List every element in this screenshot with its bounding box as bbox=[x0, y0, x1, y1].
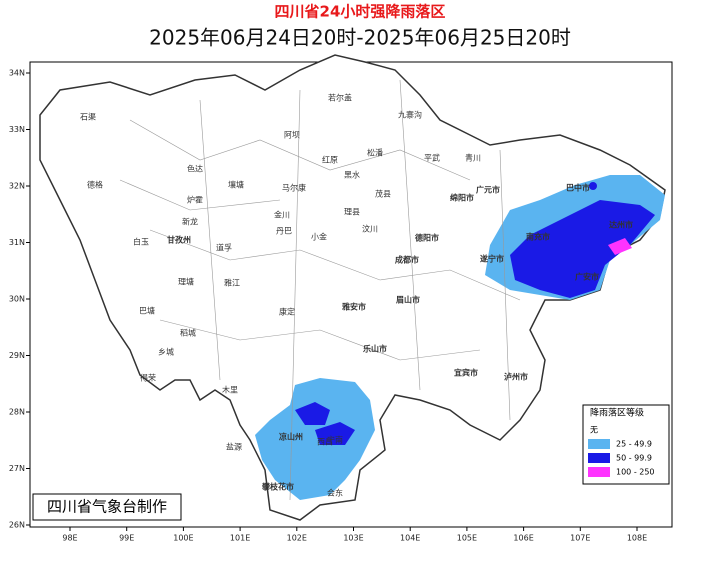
place-label: 青川 bbox=[465, 153, 481, 163]
lat-label: 31N bbox=[9, 238, 25, 247]
legend-title: 降雨落区等级 bbox=[590, 407, 644, 419]
lat-label: 26N bbox=[9, 521, 25, 530]
rain-area bbox=[608, 238, 632, 255]
subtitle: 2025年06月24日20时-2025年06月25日20时 bbox=[149, 26, 571, 50]
place-label: 凉山州 bbox=[279, 432, 303, 442]
lat-label: 32N bbox=[9, 182, 25, 191]
legend-swatch bbox=[588, 453, 610, 463]
place-label: 广安市 bbox=[575, 272, 599, 282]
place-label: 红原 bbox=[322, 155, 338, 165]
map bbox=[39, 54, 666, 521]
legend-label: 无 bbox=[590, 426, 598, 435]
lon-label: 99E bbox=[119, 534, 134, 543]
place-label: 理塘 bbox=[178, 277, 194, 287]
lat-label: 30N bbox=[9, 295, 25, 304]
place-label: 松潘 bbox=[367, 148, 383, 158]
place-label: 成都市 bbox=[395, 255, 419, 265]
rain-area bbox=[510, 200, 655, 298]
place-label: 木里 bbox=[222, 385, 238, 395]
lat-label: 29N bbox=[9, 351, 25, 360]
place-label: 德格 bbox=[87, 180, 103, 190]
province bbox=[39, 54, 666, 521]
rain-area bbox=[255, 378, 375, 500]
place-label: 色达 bbox=[187, 164, 203, 174]
legend-label: 50 - 99.9 bbox=[616, 454, 652, 463]
place-label: 阿坝 bbox=[284, 131, 300, 140]
lon-label: 105E bbox=[457, 534, 477, 543]
lat-label: 27N bbox=[9, 464, 25, 473]
county-borders bbox=[119, 79, 521, 501]
place-label: 西昌 bbox=[317, 438, 333, 447]
place-label: 绵阳市 bbox=[449, 193, 474, 203]
place-label: 黑水 bbox=[344, 170, 360, 180]
place-label: 理县 bbox=[344, 208, 360, 217]
place-label: 广元市 bbox=[476, 185, 500, 195]
place-label: 新龙 bbox=[182, 217, 198, 227]
place-label: 康定 bbox=[279, 307, 295, 317]
place-label: 乡城 bbox=[158, 348, 174, 357]
lon-label: 107E bbox=[570, 534, 590, 543]
lon-label: 101E bbox=[230, 534, 250, 543]
legend-swatch bbox=[588, 467, 610, 477]
place-label: 遂宁市 bbox=[480, 254, 504, 264]
place-label: 宜宾市 bbox=[454, 368, 478, 378]
place-label: 甘孜州 bbox=[167, 235, 191, 245]
place-label: 马尔康 bbox=[282, 183, 306, 193]
legend-label: 100 - 250 bbox=[616, 468, 655, 477]
place-label: 巴塘 bbox=[139, 306, 155, 316]
place-label: 泸州市 bbox=[504, 372, 528, 382]
place-label: 达州市 bbox=[609, 220, 633, 230]
rain-area bbox=[295, 402, 330, 425]
place-label: 丹巴 bbox=[276, 227, 292, 236]
place-label: 白玉 bbox=[133, 237, 149, 247]
place-label: 会东 bbox=[327, 488, 343, 498]
place-label: 宁南 bbox=[327, 435, 343, 445]
lon-label: 100E bbox=[173, 534, 193, 543]
place-label: 攀枝花市 bbox=[261, 482, 294, 492]
place-label: 茂县 bbox=[375, 189, 391, 199]
place-label: 稻城 bbox=[180, 328, 196, 338]
lon-label: 103E bbox=[343, 534, 363, 543]
place-label: 汶川 bbox=[362, 224, 378, 234]
legend-label: 25 - 49.9 bbox=[616, 440, 652, 449]
place-label: 德阳市 bbox=[415, 233, 439, 243]
legend-swatch bbox=[588, 439, 610, 449]
place-label: 若尔盖 bbox=[328, 93, 352, 103]
place-label: 雅江 bbox=[224, 278, 240, 288]
place-label: 石渠 bbox=[80, 112, 96, 122]
lon-label: 108E bbox=[627, 534, 647, 543]
lon-label: 104E bbox=[400, 534, 420, 543]
place-label: 巴中市 bbox=[566, 183, 590, 193]
place-label: 得荣 bbox=[140, 373, 156, 383]
place-label: 壤塘 bbox=[228, 180, 244, 190]
lon-label: 98E bbox=[62, 534, 77, 543]
place-label: 雅安市 bbox=[342, 302, 366, 312]
lon-label: 102E bbox=[287, 534, 307, 543]
lat-label: 33N bbox=[9, 125, 25, 134]
place-label: 九寨沟 bbox=[398, 110, 422, 120]
rain-area bbox=[315, 422, 355, 445]
place-label: 南充市 bbox=[526, 232, 550, 242]
place-label: 盐源 bbox=[226, 442, 242, 452]
title: 四川省24小时强降雨落区 bbox=[275, 3, 446, 21]
place-label: 金川 bbox=[274, 210, 290, 220]
place-label: 乐山市 bbox=[363, 344, 387, 354]
footer: 四川省气象台制作 bbox=[47, 498, 167, 516]
place-label: 小金 bbox=[311, 232, 327, 242]
lon-label: 106E bbox=[513, 534, 533, 543]
lat-label: 28N bbox=[9, 408, 25, 417]
lat-label: 34N bbox=[9, 69, 25, 78]
footer-box bbox=[32, 493, 182, 521]
place-label: 眉山市 bbox=[396, 295, 420, 305]
place-label: 道孚 bbox=[216, 243, 232, 253]
rain-area bbox=[589, 182, 597, 190]
place-label: 炉霍 bbox=[187, 195, 203, 205]
place-label: 平武 bbox=[424, 153, 440, 163]
